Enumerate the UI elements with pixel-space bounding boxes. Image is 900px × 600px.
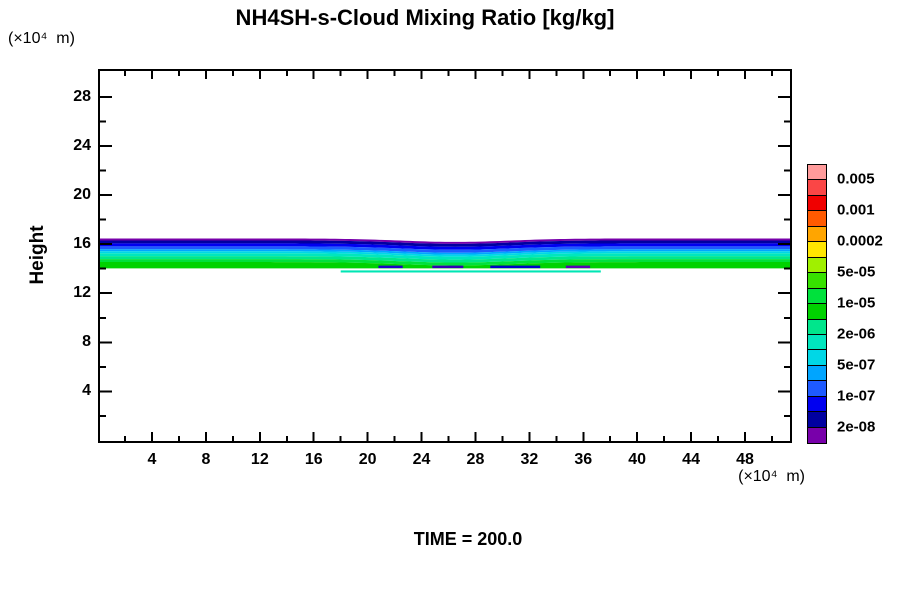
- band-stripe: [100, 238, 790, 244]
- colorbar-value-label: 2e-06: [837, 325, 876, 343]
- contour-dash: [490, 265, 541, 269]
- time-label: TIME = 200.0: [413, 529, 523, 549]
- colorbar-value-label: 5e-05: [837, 263, 876, 281]
- band-stripe: [100, 251, 790, 257]
- colorbar-swatch: [807, 210, 827, 228]
- x-tick-label: 28: [466, 451, 485, 468]
- colorbar-swatch: [807, 380, 827, 398]
- y-tick-label: 16: [73, 235, 91, 253]
- y-tick-label: 8: [82, 333, 91, 351]
- x-tick-label: 12: [250, 451, 269, 468]
- band-stripe: [100, 256, 790, 263]
- x-tick-label: 48: [736, 451, 754, 468]
- contour-dash: [565, 265, 591, 269]
- y-tick-label: 12: [73, 284, 91, 302]
- x-tick-label: 16: [304, 451, 323, 468]
- contour-dash: [378, 265, 403, 269]
- colorbar-swatch: [807, 395, 827, 413]
- band-stripe: [100, 253, 790, 260]
- y-tick-label: 4: [82, 382, 91, 400]
- colorbar-swatch: [807, 287, 827, 305]
- contour-dash: [432, 265, 464, 269]
- x-tick-label: 32: [520, 451, 539, 468]
- x-tick-label: 4: [147, 451, 157, 468]
- chart-title: NH4SH-s-Cloud Mixing Ratio [kg/kg]: [235, 5, 615, 30]
- colorbar-swatch: [807, 333, 827, 351]
- colorbar-swatch: [807, 241, 827, 259]
- x-tick-label: 40: [628, 451, 647, 468]
- plot-area: [98, 69, 792, 443]
- colorbar-value-label: 5e-07: [837, 356, 876, 374]
- y-tick-label: 20: [73, 186, 91, 203]
- y-axis-unit-label: (×10⁴ m): [8, 30, 75, 47]
- colorbar-swatch: [807, 164, 827, 181]
- x-tick-label: 8: [201, 451, 211, 468]
- colorbar-swatch: [807, 272, 827, 290]
- x-tick-label: 44: [682, 451, 700, 468]
- colorbar-value-label: 1e-05: [837, 294, 876, 312]
- colorbar-value-label: 0.005: [837, 170, 875, 188]
- colorbar-swatch: [807, 303, 827, 320]
- x-tick-label: 20: [358, 451, 377, 468]
- colorbar-swatch: [807, 225, 827, 243]
- band-stripe: [100, 240, 790, 247]
- colorbar-swatch: [807, 194, 827, 212]
- colorbar-swatch: [807, 179, 827, 197]
- colorbar-value-label: 2e-08: [837, 418, 876, 436]
- x-axis-unit-label: (×10⁴ m): [738, 468, 805, 485]
- x-tick-label: 24: [412, 451, 431, 468]
- contour-band-canvas: [100, 71, 790, 441]
- colorbar-value-label: 1e-07: [837, 387, 876, 405]
- band-stripe: [100, 243, 790, 250]
- colorbar-swatch: [807, 426, 827, 444]
- band-stripe: [100, 246, 790, 253]
- x-tick-label: 36: [574, 451, 593, 468]
- band-stripe: [100, 259, 790, 266]
- colorbar-swatch: [807, 256, 827, 274]
- band-stripe: [100, 249, 790, 255]
- colorbar-swatch: [807, 364, 827, 382]
- colorbar-swatch: [807, 411, 827, 429]
- y-tick-label: 24: [73, 136, 91, 154]
- colorbar-swatch: [807, 318, 827, 336]
- contour-underline: [340, 270, 601, 273]
- band-stripe: [100, 262, 790, 269]
- colorbar-swatch: [807, 349, 827, 367]
- colorbar-value-label: 0.0002: [837, 232, 883, 250]
- y-tick-label: 28: [73, 87, 91, 105]
- y-axis-title: Height: [27, 225, 48, 285]
- colorbar-value-label: 0.001: [837, 201, 875, 219]
